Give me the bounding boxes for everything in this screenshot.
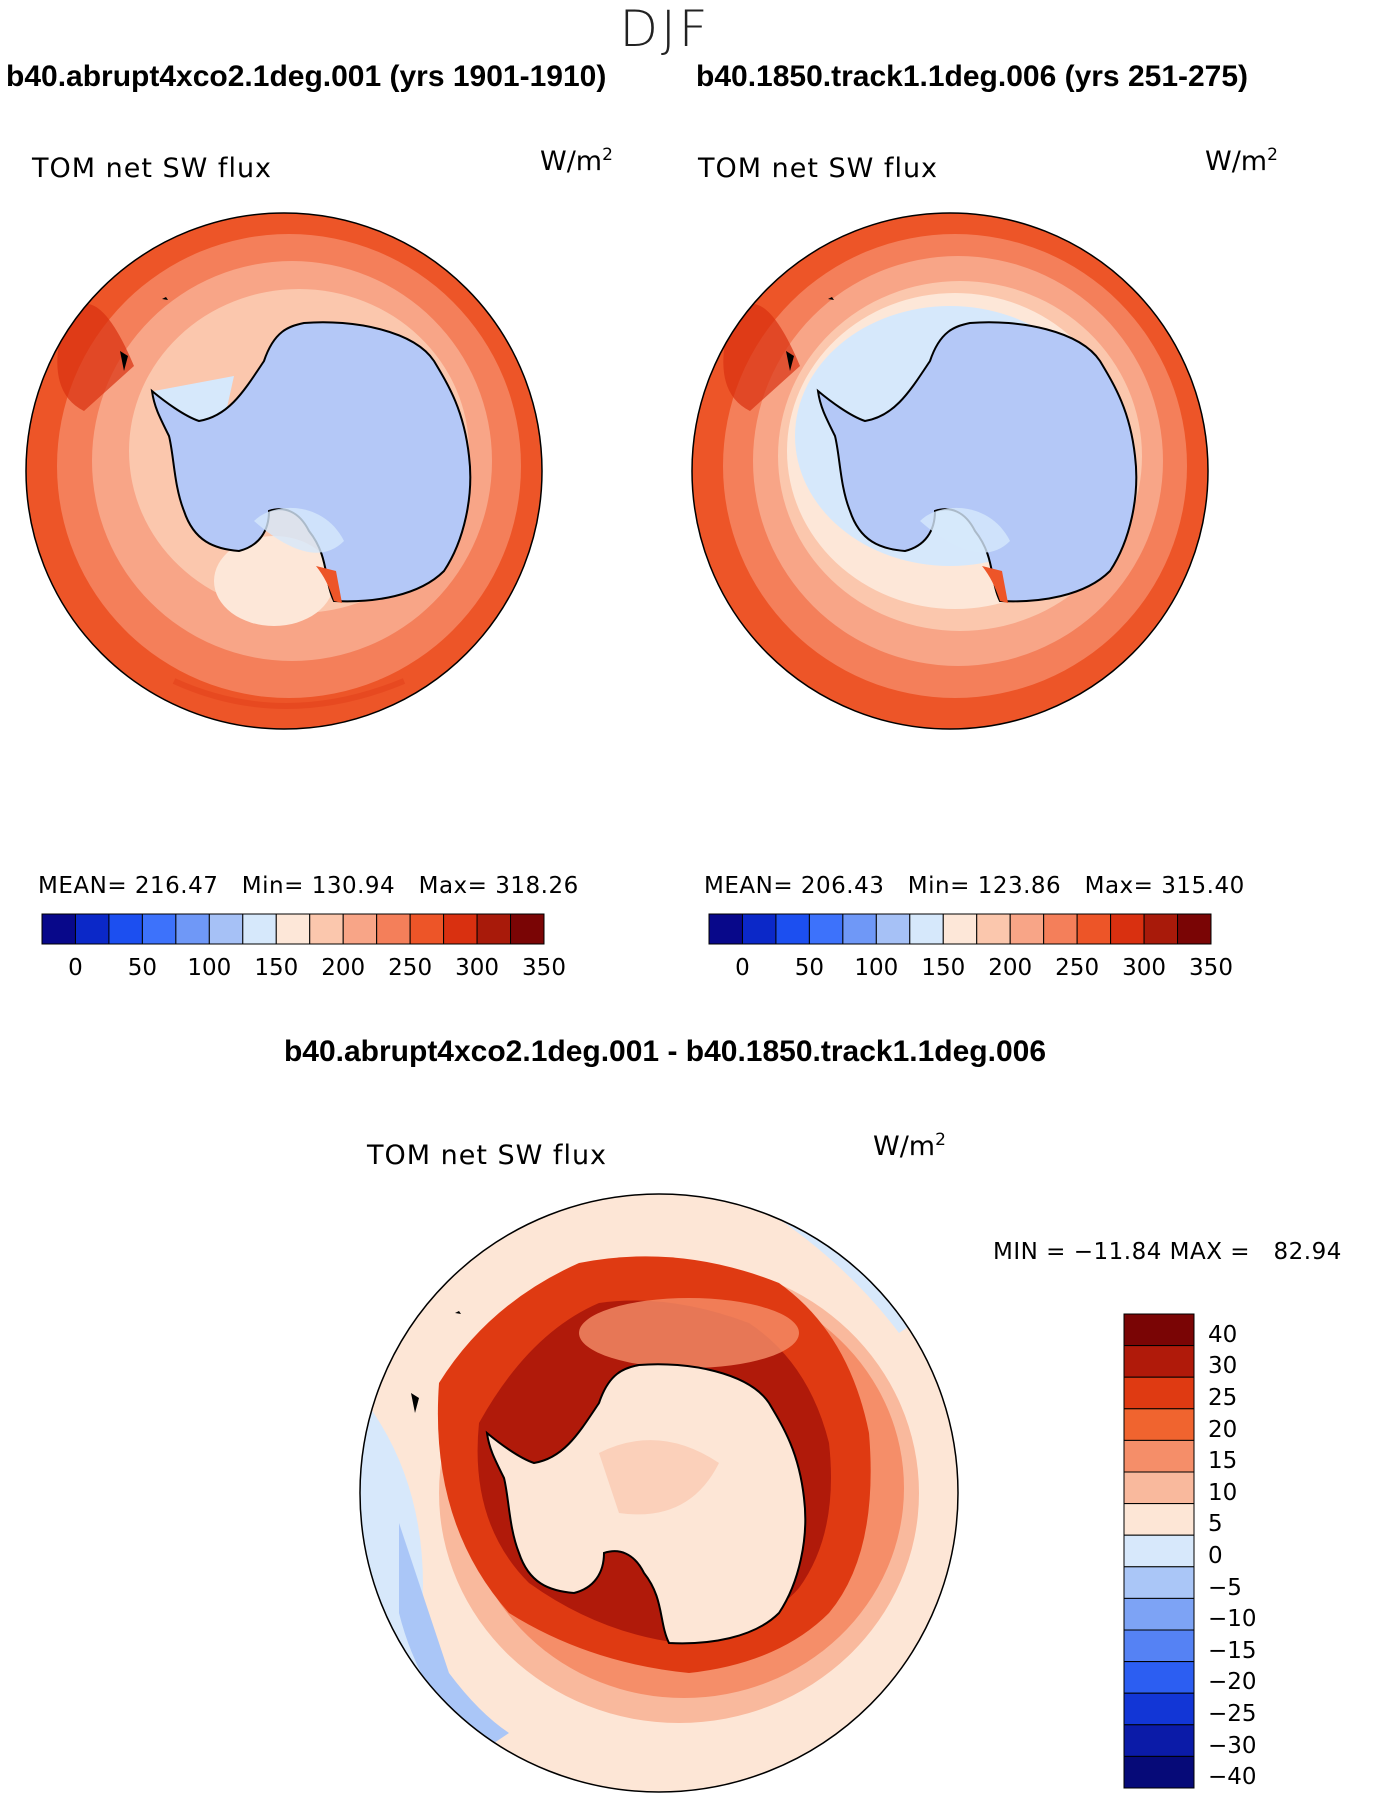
colorbar-swatch: [175, 913, 210, 945]
colorbar-tick-label: 250: [388, 955, 433, 981]
colorbar-swatch: [1123, 1661, 1195, 1694]
colorbar-tick-label: −40: [1208, 1764, 1257, 1791]
colorbar-swatch: [875, 913, 911, 945]
colorbar-tick-label: 0: [735, 955, 750, 981]
colorbar-swatch: [376, 913, 411, 945]
colorbar-swatch: [1123, 1597, 1195, 1631]
colorbar-swatch: [1043, 913, 1078, 945]
colorbar-swatch: [1123, 1724, 1195, 1757]
diff-minmax-stats: MIN = −11.84 MAX = 82.94: [993, 1239, 1342, 1265]
colorbar-swatch: [1123, 1503, 1195, 1536]
colorbar-swatch: [1123, 1313, 1195, 1347]
colorbar-tick-label: −5: [1208, 1574, 1242, 1601]
colorbar-tick-label: 200: [321, 955, 366, 981]
colorbar-swatch: [409, 913, 445, 945]
colorbar-swatch: [909, 913, 944, 945]
colorbar-swatch: [1123, 1692, 1195, 1726]
colorbar-swatch: [1123, 1471, 1195, 1505]
colorbar-tick-label: 200: [988, 955, 1033, 981]
colorbar-swatch: [708, 913, 743, 945]
colorbar-tick-label: 40: [1208, 1321, 1238, 1348]
colorbar-swatch: [1123, 1755, 1195, 1789]
colorbar-tick-label: 250: [1055, 955, 1100, 981]
colorbar-swatch: [476, 913, 512, 945]
colorbar-tick-label: 100: [187, 955, 232, 981]
colorbar-tick-label: 15: [1208, 1448, 1238, 1475]
diff-polar-map: [359, 1193, 959, 1793]
colorbar-tick-label: −25: [1208, 1701, 1257, 1727]
panel1-units: W/m2: [540, 145, 613, 177]
colorbar-tick-label: 50: [127, 955, 158, 981]
colorbar-swatch: [41, 913, 76, 945]
panel1-case-title: b40.abrupt4xco2.1deg.001 (yrs 1901-1910): [6, 60, 607, 93]
colorbar-tick-label: −10: [1208, 1606, 1257, 1633]
colorbar-swatch: [1110, 913, 1145, 945]
colorbar-swatch: [1123, 1408, 1195, 1441]
colorbar-swatch: [1123, 1345, 1195, 1378]
colorbar-tick-label: 10: [1208, 1479, 1238, 1506]
colorbar-swatch: [510, 913, 545, 945]
panel1-stats: MEAN= 216.47 Min= 130.94 Max= 318.26: [38, 873, 579, 899]
colorbar-tick-label: 0: [68, 955, 83, 981]
panel2-units: W/m2: [1205, 145, 1278, 177]
colorbar-swatch: [741, 913, 777, 945]
colorbar-swatch: [1123, 1439, 1195, 1473]
colorbar-swatch: [976, 913, 1011, 945]
colorbar-swatch: [74, 913, 110, 945]
panel1-variable-label: TOM net SW flux: [32, 153, 273, 184]
colorbar-swatch: [242, 913, 277, 945]
panel2-polar-map: [691, 212, 1209, 730]
diff-colorbar-ticks: 40 30 25 20 15 10 5 0 −5 −10 −15 −20 −25 −30 −40: [1208, 1314, 1288, 1791]
colorbar-swatch: [108, 913, 143, 945]
panel1-colorbar-ticks: 0 50 100 150 200 250 300 350: [42, 955, 566, 985]
colorbar-swatch: [1076, 913, 1112, 945]
colorbar-tick-label: 20: [1208, 1416, 1238, 1443]
diff-variable-label: TOM net SW flux: [367, 1140, 608, 1171]
diff-units: W/m2: [873, 1130, 946, 1162]
colorbar-tick-label: 50: [794, 955, 825, 981]
colorbar-swatch: [842, 913, 877, 945]
colorbar-swatch: [1123, 1566, 1195, 1599]
panel2-case-title: b40.1850.track1.1deg.006 (yrs 251-275): [696, 60, 1249, 93]
colorbar-tick-label: 350: [1189, 955, 1233, 981]
colorbar-tick-label: 5: [1208, 1511, 1223, 1538]
colorbar-tick-label: 0: [1208, 1543, 1223, 1569]
panel1-colorbar: [41, 913, 545, 945]
panel1-polar-map: [25, 212, 543, 730]
colorbar-swatch: [208, 913, 244, 945]
colorbar-tick-label: 100: [854, 955, 899, 981]
colorbar-swatch: [1009, 913, 1045, 945]
colorbar-swatch: [775, 913, 810, 945]
panel2-stats: MEAN= 206.43 Min= 123.86 Max= 315.40: [704, 873, 1245, 899]
colorbar-tick-label: 150: [254, 955, 299, 981]
colorbar-swatch: [942, 913, 978, 945]
colorbar-swatch: [275, 913, 311, 945]
colorbar-tick-label: 150: [921, 955, 966, 981]
colorbar-tick-label: 30: [1208, 1353, 1238, 1380]
colorbar-tick-label: 300: [1122, 955, 1167, 981]
diff-title: b40.abrupt4xco2.1deg.001 - b40.1850.trac…: [283, 1035, 1047, 1068]
colorbar-tick-label: 350: [522, 955, 566, 981]
colorbar-tick-label: −30: [1208, 1732, 1257, 1759]
colorbar-swatch: [141, 913, 177, 945]
colorbar-tick-label: 25: [1208, 1385, 1238, 1411]
diff-colorbar: [1123, 1313, 1195, 1789]
panel2-colorbar: [708, 913, 1212, 945]
panel2-variable-label: TOM net SW flux: [698, 153, 939, 184]
colorbar-swatch: [1123, 1376, 1195, 1410]
colorbar-tick-label: −15: [1208, 1637, 1257, 1664]
colorbar-tick-label: 300: [455, 955, 500, 981]
colorbar-swatch: [342, 913, 378, 945]
colorbar-tick-label: −20: [1208, 1669, 1257, 1696]
colorbar-swatch: [1123, 1629, 1195, 1663]
colorbar-swatch: [1143, 913, 1179, 945]
season-title: DJF: [619, 0, 711, 58]
colorbar-swatch: [1123, 1534, 1195, 1568]
colorbar-swatch: [808, 913, 844, 945]
panel2-colorbar-ticks: 0 50 100 150 200 250 300 350: [709, 955, 1233, 985]
colorbar-swatch: [443, 913, 478, 945]
colorbar-swatch: [309, 913, 344, 945]
colorbar-swatch: [1177, 913, 1212, 945]
